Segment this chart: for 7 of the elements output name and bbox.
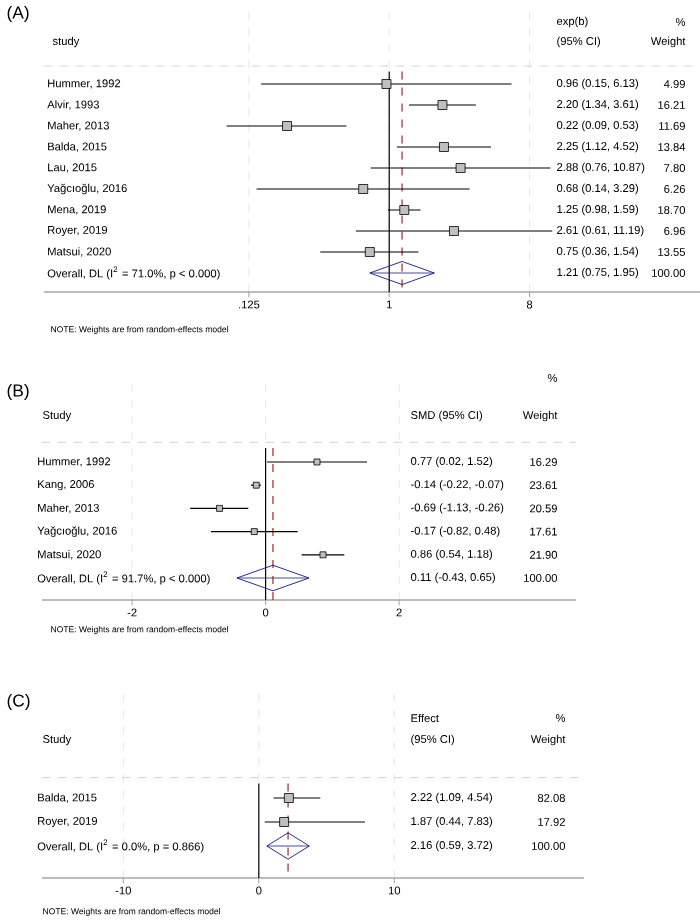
chart-title: (B) bbox=[7, 383, 29, 401]
point bbox=[313, 458, 321, 466]
point bbox=[250, 528, 258, 535]
point bbox=[216, 505, 223, 512]
chart-title: (A) bbox=[7, 5, 29, 23]
chart-title: (C) bbox=[7, 693, 30, 711]
point bbox=[319, 551, 327, 559]
